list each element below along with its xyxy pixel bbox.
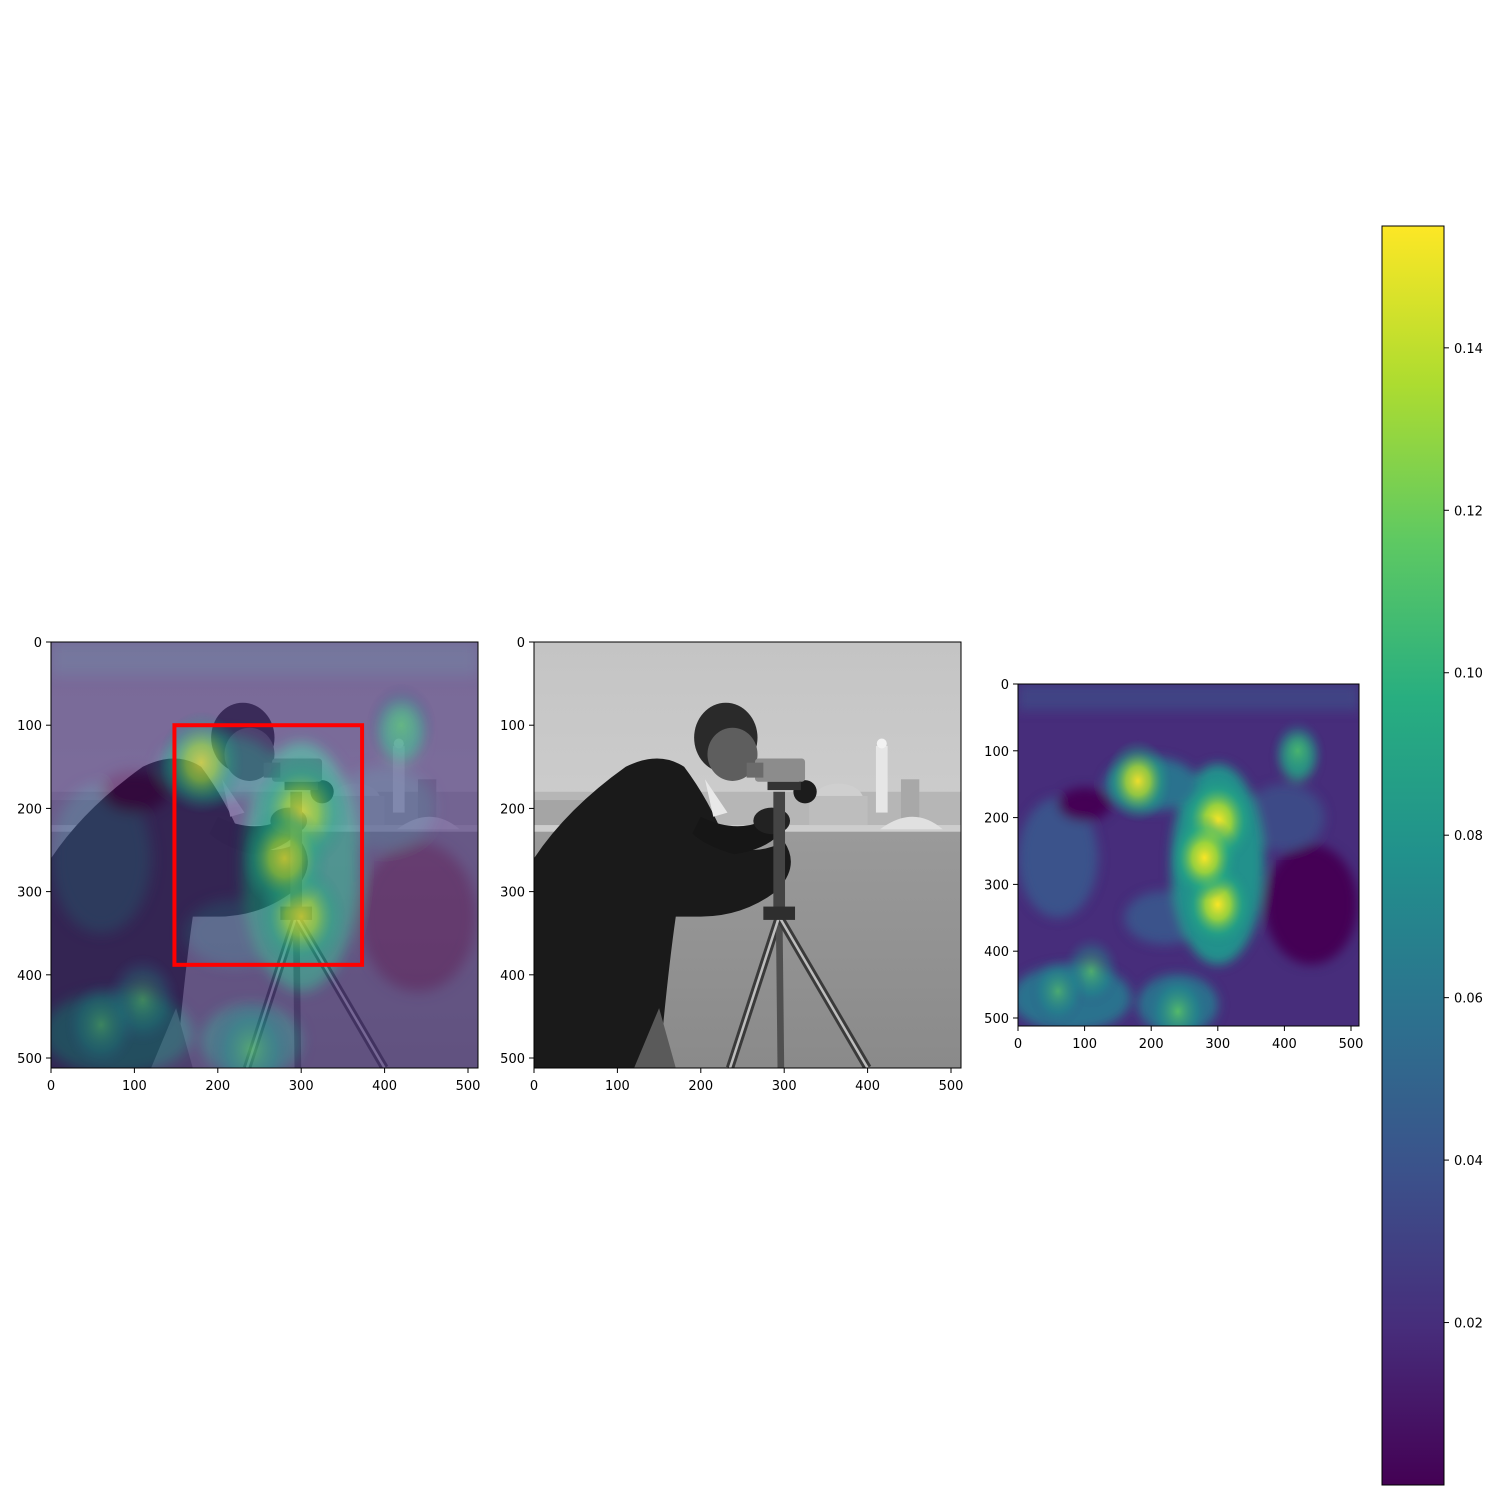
original-ticks: 0 100 200 300 400 500 0 100 200 300 400 500: [500, 636, 963, 1094]
x-tick-label: 300: [1205, 1037, 1230, 1052]
saliency-hotspot: [1270, 717, 1326, 785]
y-tick-label: 500: [984, 1012, 1009, 1027]
saliency-axes-frame: [1017, 683, 1360, 1027]
y-tick-label: 300: [984, 878, 1009, 893]
colorbar-tick-label: 0.10: [1454, 667, 1483, 682]
y-tick-label: 100: [984, 745, 1009, 760]
x-tick-label: 100: [1072, 1037, 1097, 1052]
saliency-hotspot: [1103, 739, 1172, 823]
original-panel: 0 100 200 300 400 500 0 100 200 300 400 500: [500, 636, 963, 1094]
saliency-hotspot: [1145, 971, 1211, 1026]
colorbar: 0.02 0.04 0.06 0.08 0.10 0.12 0.14: [1381, 225, 1483, 1486]
overlay-panel: 0 100 200 300 400 500 0 100 200 300 400 500: [17, 636, 480, 1094]
x-tick-label: 400: [855, 1079, 880, 1094]
colorbar-ticks: 0.02 0.04 0.06 0.08 0.10 0.12 0.14: [1444, 342, 1483, 1332]
overlay-hotspots: [64, 683, 436, 1068]
saliency-hotspot: [1029, 956, 1087, 1026]
colorbar-tick-label: 0.12: [1454, 504, 1483, 519]
x-tick-label: 400: [372, 1079, 397, 1094]
overlay-axes-frame: [50, 641, 479, 1069]
y-tick-label: 200: [500, 802, 525, 817]
saliency-hotspot: [158, 711, 244, 815]
x-tick-label: 500: [939, 1079, 964, 1094]
x-tick-label: 0: [530, 1079, 538, 1094]
x-tick-label: 300: [289, 1079, 314, 1094]
y-tick-label: 0: [34, 636, 42, 651]
cameraman-photo-original: [534, 642, 961, 1068]
x-tick-label: 200: [688, 1079, 713, 1094]
colorbar-tick-label: 0.14: [1454, 342, 1483, 357]
y-tick-label: 100: [500, 719, 525, 734]
overlay-ticks: 0 100 200 300 400 500 0 100 200 300 400 500: [17, 636, 480, 1094]
y-tick-label: 100: [17, 719, 42, 734]
saliency-hotspot: [210, 1000, 293, 1068]
y-tick-label: 0: [1001, 678, 1009, 693]
colorbar-tick-label: 0.04: [1454, 1154, 1483, 1169]
x-tick-label: 500: [1339, 1037, 1364, 1052]
y-tick-label: 400: [984, 945, 1009, 960]
saliency-hotspot: [366, 683, 436, 768]
y-tick-label: 200: [17, 802, 42, 817]
y-tick-label: 300: [17, 886, 42, 901]
saliency-hotspots: [1029, 717, 1326, 1026]
x-tick-label: 300: [772, 1079, 797, 1094]
original-axes-frame: [533, 641, 962, 1069]
x-tick-label: 100: [605, 1079, 630, 1094]
x-tick-label: 500: [456, 1079, 481, 1094]
x-tick-label: 400: [1272, 1037, 1297, 1052]
saliency-panel: 0 100 200 300 400 500 0 100 200 300 400 500: [984, 678, 1363, 1052]
x-tick-label: 100: [122, 1079, 147, 1094]
y-tick-label: 200: [984, 812, 1009, 827]
annotation-box: [172, 723, 365, 967]
colorbar-tick-label: 0.08: [1454, 829, 1483, 844]
saliency-hotspot: [64, 980, 138, 1068]
y-tick-label: 400: [17, 969, 42, 984]
colorbar-tick-label: 0.06: [1454, 992, 1483, 1007]
saliency-ticks: 0 100 200 300 400 500 0 100 200 300 400 500: [984, 678, 1363, 1052]
x-tick-label: 200: [205, 1079, 230, 1094]
y-tick-label: 0: [517, 636, 525, 651]
saliency-hotspot: [240, 804, 329, 912]
x-tick-label: 0: [47, 1079, 55, 1094]
x-tick-label: 200: [1139, 1037, 1164, 1052]
colorbar-gradient: [1382, 226, 1444, 1485]
colorbar-frame: [1381, 225, 1445, 1486]
y-tick-label: 300: [500, 886, 525, 901]
y-tick-label: 500: [17, 1052, 42, 1067]
saliency-hotspot: [1169, 814, 1240, 901]
y-tick-label: 500: [500, 1052, 525, 1067]
y-tick-label: 400: [500, 969, 525, 984]
x-tick-label: 0: [1014, 1037, 1022, 1052]
colorbar-tick-label: 0.02: [1454, 1317, 1483, 1332]
